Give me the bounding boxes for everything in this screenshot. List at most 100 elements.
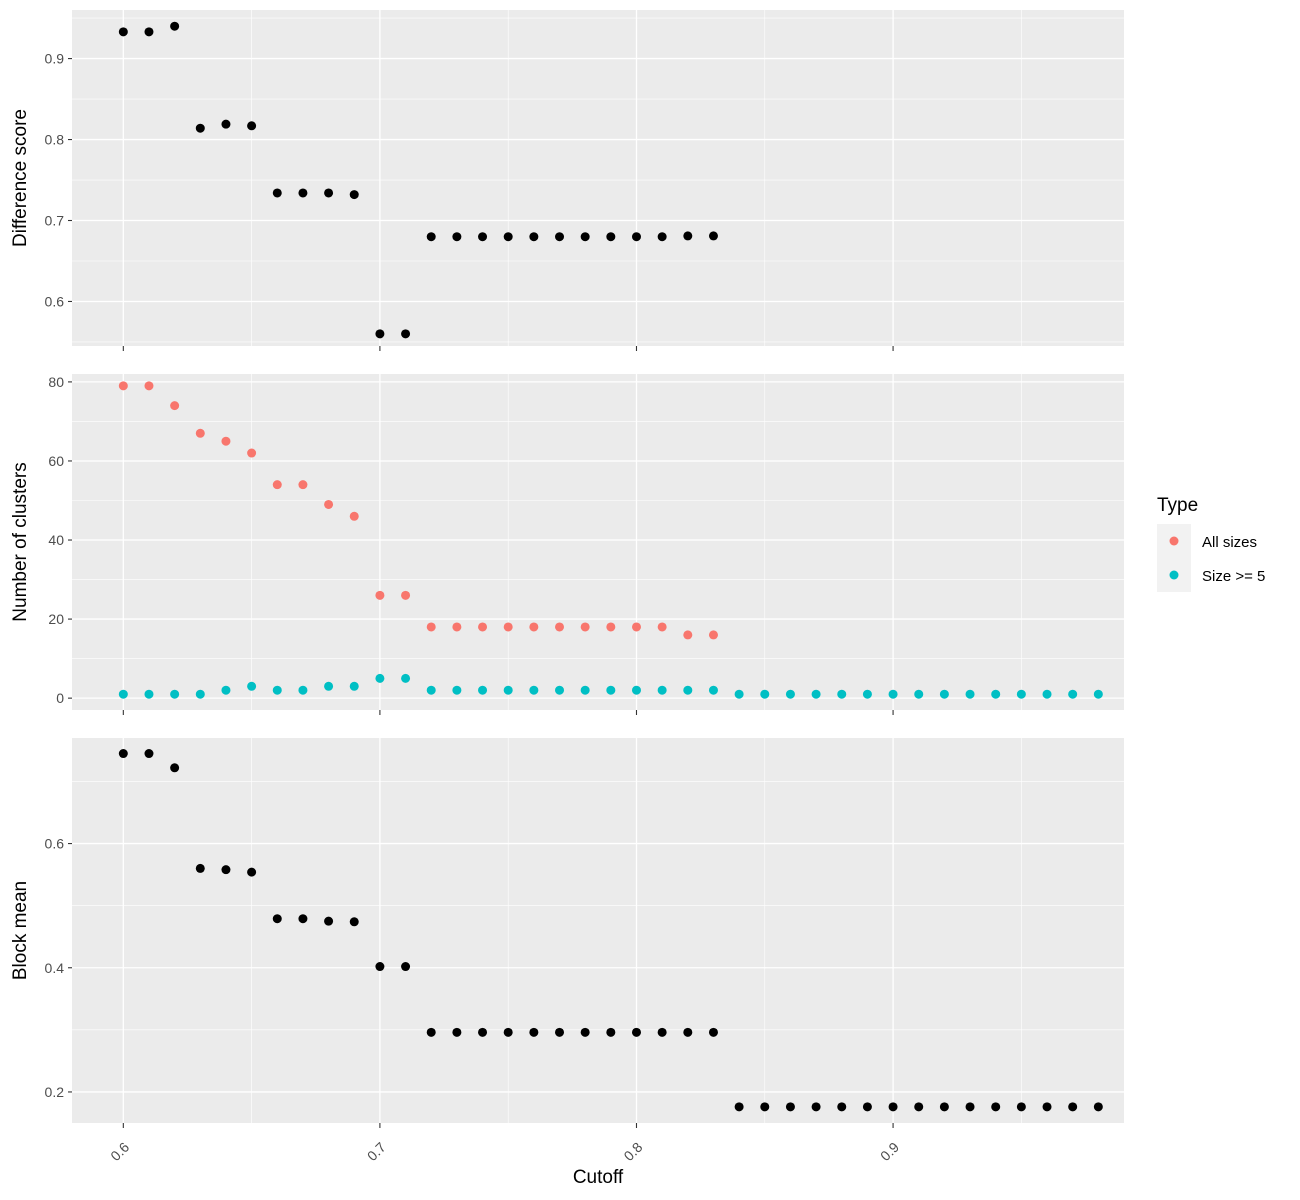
data-point-series — [914, 1102, 924, 1112]
data-point-series — [221, 119, 231, 129]
data-point-size-5 — [811, 689, 821, 699]
x-tick-label: 0.6 — [107, 1139, 132, 1164]
data-point-all-sizes — [221, 436, 231, 446]
data-point-size-5 — [683, 685, 693, 695]
y-tick-label: 0.2 — [45, 1084, 65, 1100]
data-point-series — [452, 232, 462, 242]
data-point-size-5 — [221, 685, 231, 695]
data-point-all-sizes — [401, 590, 411, 600]
panel-background — [72, 738, 1124, 1123]
data-point-series — [555, 1027, 565, 1037]
data-point-size-5 — [1042, 689, 1052, 699]
y-tick-label: 0.7 — [45, 213, 65, 229]
data-point-series — [170, 21, 180, 31]
data-point-series — [401, 962, 411, 972]
data-point-size-5 — [272, 685, 282, 695]
y-tick-label: 0.8 — [45, 132, 65, 148]
y-tick-label: 0.6 — [45, 836, 65, 852]
data-point-series — [478, 1027, 488, 1037]
x-tick-label: 0.7 — [364, 1139, 389, 1164]
data-point-series — [811, 1102, 821, 1112]
data-point-series — [1016, 1102, 1026, 1112]
legend-label-all-sizes: All sizes — [1202, 534, 1257, 551]
data-point-size-5 — [298, 685, 308, 695]
data-point-series — [272, 914, 282, 924]
data-point-series — [529, 232, 539, 242]
data-point-size-5 — [631, 685, 641, 695]
data-point-series — [580, 232, 590, 242]
data-point-all-sizes — [375, 590, 385, 600]
data-point-series — [503, 232, 513, 242]
data-point-series — [631, 1027, 641, 1037]
data-point-series — [298, 914, 308, 924]
data-point-all-sizes — [555, 622, 565, 632]
y-tick-label: 0 — [56, 690, 64, 706]
data-point-series — [221, 865, 231, 875]
data-point-all-sizes — [144, 381, 154, 391]
panel-bottom: 0.2 0.4 0.6 0.6 0.7 0.8 0.9 Block mean — [10, 738, 1124, 1164]
data-point-series — [1042, 1102, 1052, 1112]
data-point-size-5 — [426, 685, 436, 695]
data-point-series — [118, 749, 128, 759]
data-point-series — [965, 1102, 975, 1112]
data-point-all-sizes — [349, 511, 359, 521]
data-point-size-5 — [452, 685, 462, 695]
data-point-series — [708, 231, 718, 241]
data-point-size-5 — [734, 689, 744, 699]
data-point-series — [657, 1027, 667, 1037]
legend-key-size-5 — [1169, 570, 1179, 580]
panel-top: 0.6 0.7 0.8 0.9 Difference score — [10, 10, 1124, 351]
data-point-series — [734, 1102, 744, 1112]
data-point-size-5 — [324, 681, 334, 691]
y-tick-label: 60 — [48, 453, 64, 469]
data-point-size-5 — [580, 685, 590, 695]
y-axis-title: Block mean — [10, 881, 31, 980]
data-point-series — [888, 1102, 898, 1112]
data-point-size-5 — [1093, 689, 1103, 699]
data-point-series — [170, 763, 180, 773]
y-tick-label: 0.6 — [45, 293, 65, 309]
data-point-size-5 — [708, 685, 718, 695]
data-point-series — [324, 916, 334, 926]
data-point-series — [631, 232, 641, 242]
data-point-all-sizes — [657, 622, 667, 632]
data-point-series — [426, 232, 436, 242]
x-axis-title: Cutoff — [573, 1167, 624, 1188]
data-point-series — [247, 867, 257, 877]
data-point-series — [555, 232, 565, 242]
data-point-size-5 — [914, 689, 924, 699]
data-point-size-5 — [503, 685, 513, 695]
data-point-size-5 — [349, 681, 359, 691]
data-point-all-sizes — [683, 630, 693, 640]
data-point-all-sizes — [478, 622, 488, 632]
legend-label-size-5: Size >= 5 — [1202, 568, 1265, 585]
data-point-size-5 — [170, 689, 180, 699]
data-point-series — [324, 188, 334, 198]
data-point-series — [195, 863, 205, 873]
data-point-series — [118, 27, 128, 37]
data-point-size-5 — [401, 673, 411, 683]
data-point-series — [426, 1027, 436, 1037]
data-point-series — [144, 27, 154, 37]
data-point-all-sizes — [247, 448, 257, 458]
data-point-size-5 — [657, 685, 667, 695]
data-point-series — [272, 188, 282, 198]
data-point-series — [478, 232, 488, 242]
data-point-size-5 — [375, 673, 385, 683]
y-tick-label: 0.9 — [45, 51, 65, 67]
data-point-size-5 — [785, 689, 795, 699]
data-point-size-5 — [555, 685, 565, 695]
data-point-series — [529, 1027, 539, 1037]
data-point-all-sizes — [118, 381, 128, 391]
data-point-all-sizes — [452, 622, 462, 632]
data-point-size-5 — [478, 685, 488, 695]
data-point-series — [606, 232, 616, 242]
y-tick-label: 20 — [48, 611, 64, 627]
data-point-series — [657, 232, 667, 242]
data-point-size-5 — [991, 689, 1001, 699]
data-point-series — [760, 1102, 770, 1112]
data-point-series — [862, 1102, 872, 1112]
data-point-series — [785, 1102, 795, 1112]
data-point-series — [939, 1102, 949, 1112]
data-point-series — [683, 231, 693, 241]
